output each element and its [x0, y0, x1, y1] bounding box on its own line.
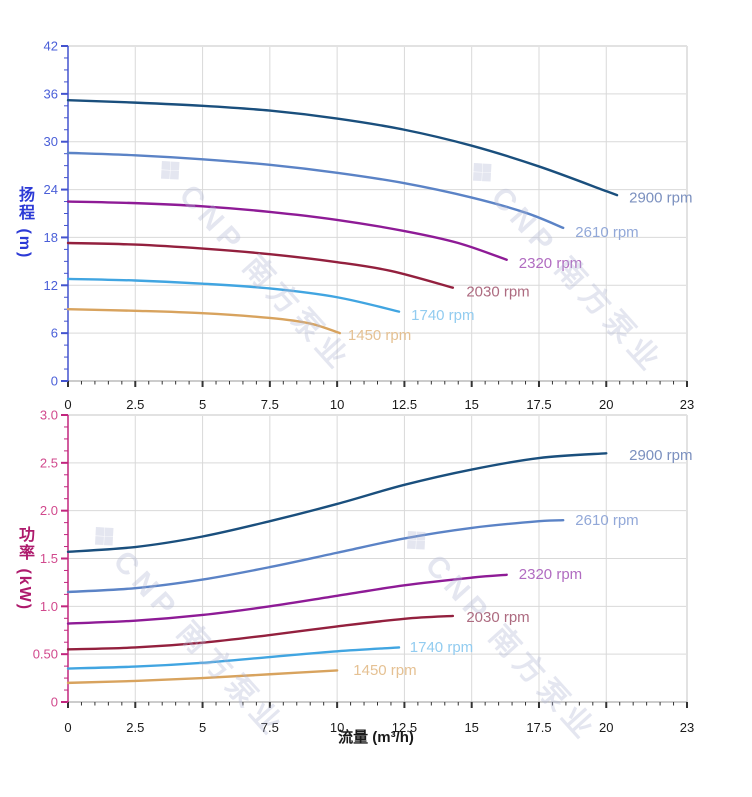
curve-2900-rpm: [66, 452, 608, 554]
y-tick-label: 30: [44, 134, 58, 149]
y-tick-label: 0: [51, 695, 58, 710]
x-tick-label: 15: [464, 720, 478, 735]
curve-2900-rpm: [66, 99, 619, 197]
curve-2320-rpm: [66, 573, 508, 625]
y-tick-label: 2.5: [40, 455, 58, 470]
x-tick-label: 10: [330, 397, 344, 412]
y-tick-label: 0.50: [33, 647, 58, 662]
x-tick-label: 0: [64, 397, 71, 412]
y-tick-label: 0: [51, 374, 58, 389]
x-tick-label: 5: [199, 720, 206, 735]
rpm-label-2610-rpm: 2610 rpm: [575, 224, 638, 241]
x-tick-label: 0: [64, 720, 71, 735]
x-tick-label: 2.5: [126, 397, 144, 412]
x-tick-label: 17.5: [526, 397, 551, 412]
x-tick-label: 17.5: [526, 720, 551, 735]
rpm-label-2610-rpm: 2610 rpm: [575, 512, 638, 529]
curve-1450-rpm: [66, 308, 342, 335]
x-tick-label: 7.5: [261, 720, 279, 735]
y-tick-label: 1.5: [40, 551, 58, 566]
y-tick-label: 36: [44, 86, 58, 101]
rpm-label-1740-rpm: 1740 rpm: [411, 307, 474, 324]
rpm-label-2030-rpm: 2030 rpm: [466, 284, 529, 301]
curve-2030-rpm: [66, 241, 455, 289]
power-axis-title: 功率 (kW): [16, 526, 33, 612]
y-tick-label: 12: [44, 278, 58, 293]
head-curve-chart: 0 2.5 5 7.5 10 12.5 15 17.5 20 23 0 6 12 18 24 30 36 42 29…: [44, 39, 695, 413]
curve-2610-rpm: [66, 151, 565, 230]
curve-2610-rpm: [66, 519, 565, 594]
head-axis-title: 扬程 (m): [16, 186, 33, 260]
rpm-label-2900-rpm: 2900 rpm: [629, 190, 692, 207]
y-tick-label: 6: [51, 326, 58, 341]
x-tick-label: 12.5: [392, 720, 417, 735]
y-tick-label: 2.0: [40, 503, 58, 518]
x-tick-label: 10: [330, 720, 344, 735]
rpm-label-1740-rpm: 1740 rpm: [410, 639, 473, 656]
rpm-label-2320-rpm: 2320 rpm: [519, 566, 582, 583]
power-curve-chart: 0 2.5 5 7.5 10 12.5 15 17.5 20 23 0 0.50 1.0 1.5 2.0 2.…: [33, 408, 695, 736]
y-tick-label: 18: [44, 230, 58, 245]
x-tick-label: 20: [599, 720, 613, 735]
y-tick-label: 24: [44, 182, 58, 197]
rpm-label-2320-rpm: 2320 rpm: [519, 255, 582, 272]
x-tick-label: 7.5: [261, 397, 279, 412]
rpm-label-2900-rpm: 2900 rpm: [629, 447, 692, 464]
flow-axis-title: 流量 (m³/h): [338, 729, 414, 746]
curve-2320-rpm: [66, 200, 508, 261]
y-tick-label: 3.0: [40, 408, 58, 423]
x-tick-label: 5: [199, 397, 206, 412]
x-tick-label: 23: [680, 397, 694, 412]
curve-2030-rpm: [66, 614, 455, 651]
x-tick-label: 23: [680, 720, 694, 735]
rpm-label-2030-rpm: 2030 rpm: [466, 609, 529, 626]
rpm-label-1450-rpm: 1450 rpm: [348, 327, 411, 344]
curve-1450-rpm: [66, 669, 339, 685]
y-tick-label: 42: [44, 39, 58, 54]
rpm-label-1450-rpm: 1450 rpm: [353, 662, 416, 679]
curve-1740-rpm: [66, 277, 401, 313]
y-tick-label: 1.0: [40, 599, 58, 614]
x-tick-label: 2.5: [126, 720, 144, 735]
x-tick-label: 15: [464, 397, 478, 412]
x-tick-label: 20: [599, 397, 613, 412]
curve-1740-rpm: [66, 646, 401, 670]
x-tick-label: 12.5: [392, 397, 417, 412]
